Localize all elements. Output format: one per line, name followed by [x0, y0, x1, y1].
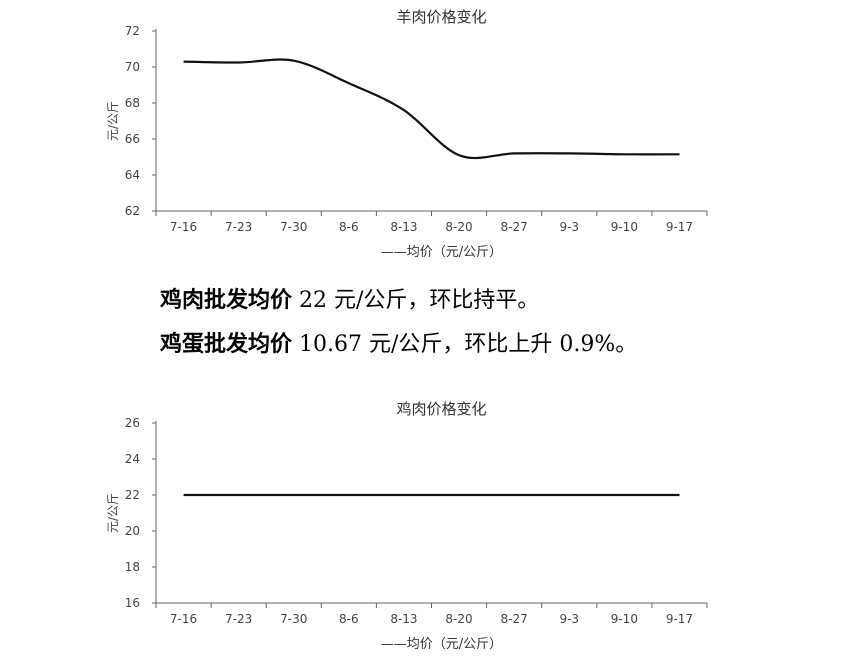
x-tick-label: 8-20: [445, 220, 472, 234]
x-tick-label: 8-6: [339, 220, 359, 234]
x-tick-label: 7-30: [280, 220, 307, 234]
egg-price-value: 10.67 元/公斤，环比上升 0.9%。: [292, 332, 638, 357]
egg-price-line: 鸡蛋批发均价 10.67 元/公斤，环比上升 0.9%。: [160, 322, 840, 366]
x-tick-label: 7-23: [225, 612, 252, 626]
y-tick-label: 26: [125, 416, 140, 430]
y-axis-label: 元/公斤: [106, 101, 120, 141]
x-tick-label: 7-30: [280, 612, 307, 626]
x-tick-label: 9-3: [559, 612, 579, 626]
x-tick-label: 8-27: [501, 612, 528, 626]
price-summary-text: 鸡肉批发均价 22 元/公斤，环比持平。 鸡蛋批发均价 10.67 元/公斤，环…: [160, 278, 840, 366]
chicken-price-label: 鸡肉批发均价: [160, 287, 293, 313]
x-tick-label: 8-20: [445, 612, 472, 626]
x-tick-label: 9-17: [666, 220, 693, 234]
x-tick-label: 9-17: [666, 612, 693, 626]
x-tick-label: 7-16: [170, 220, 197, 234]
chart-title: 羊肉价格变化: [396, 8, 486, 26]
y-tick-label: 68: [125, 96, 140, 110]
egg-price-label: 鸡蛋批发均价: [160, 331, 293, 357]
x-tick-label: 9-3: [559, 220, 579, 234]
y-tick-label: 70: [125, 60, 140, 74]
y-tick-label: 16: [125, 596, 140, 610]
chart-title: 鸡肉价格变化: [396, 400, 486, 418]
y-tick-label: 64: [125, 168, 140, 182]
y-tick-label: 18: [125, 560, 140, 574]
x-tick-label: 8-27: [501, 220, 528, 234]
series-line-avg-price: [183, 58, 680, 160]
y-tick-label: 66: [125, 132, 140, 146]
lamb-price-chart: 羊肉价格变化 62 64 66 68 70 72 元/公斤 7-16 7-23 7-30 8-6 8-1…: [106, 8, 708, 260]
x-tick-label: 8-6: [339, 612, 359, 626]
x-tick-label: 7-23: [225, 220, 252, 234]
chicken-price-chart: 鸡肉价格变化 16 18 20 22 24 26 元/公斤 7-16 7-23 7-30 8-6 8-1…: [106, 400, 708, 652]
y-tick-label: 20: [125, 524, 140, 538]
x-tick-label: 9-10: [611, 612, 638, 626]
chicken-price-value: 22 元/公斤，环比持平。: [292, 288, 540, 313]
x-tick-label: 7-16: [170, 612, 197, 626]
chart-legend: ——均价（元/公斤）: [381, 245, 502, 260]
x-tick-label: 8-13: [390, 612, 417, 626]
y-tick-label: 22: [125, 488, 140, 502]
y-tick-label: 72: [125, 24, 140, 38]
y-tick-label: 24: [125, 452, 140, 466]
chicken-price-line: 鸡肉批发均价 22 元/公斤，环比持平。: [160, 278, 840, 322]
x-tick-label: 8-13: [390, 220, 417, 234]
x-tick-label: 9-10: [611, 220, 638, 234]
chart-legend: ——均价（元/公斤）: [381, 637, 502, 652]
y-axis-label: 元/公斤: [106, 493, 120, 533]
y-tick-label: 62: [125, 204, 140, 218]
